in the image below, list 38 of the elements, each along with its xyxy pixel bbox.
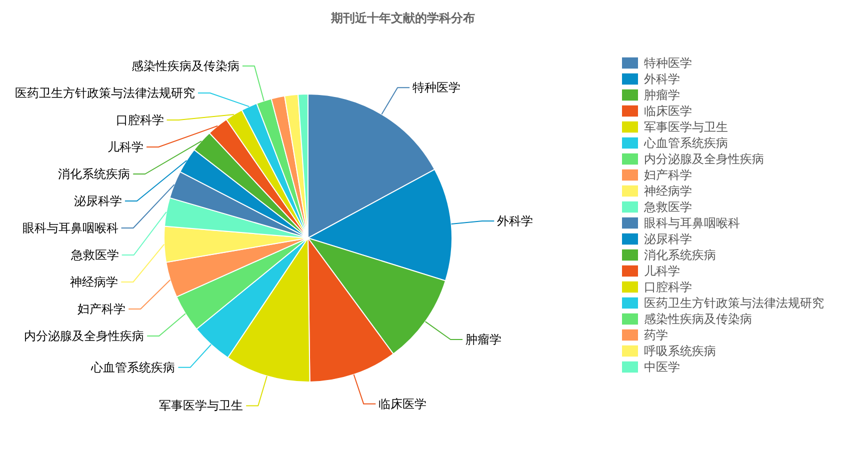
- legend-label: 感染性疾病及传染病: [644, 312, 752, 326]
- slice-label: 外科学: [497, 214, 534, 228]
- legend-label: 眼科与耳鼻咽喉科: [644, 216, 740, 230]
- slice-label: 特种医学: [412, 80, 461, 95]
- legend-label: 临床医学: [644, 104, 692, 118]
- slice-label: 消化系统疾病: [58, 167, 130, 181]
- slice-label: 妇产科学: [78, 302, 126, 316]
- legend-label: 口腔科学: [644, 280, 692, 294]
- chart-title: 期刊近十年文献的学科分布: [330, 11, 475, 25]
- legend-label: 呼吸系统疾病: [644, 344, 716, 358]
- legend-label: 内分泌腺及全身性疾病: [644, 152, 764, 166]
- legend-label: 神经病学: [644, 184, 692, 198]
- slice-label: 肿瘤学: [466, 332, 502, 347]
- slice-label: 口腔科学: [116, 113, 164, 127]
- slice-label: 军事医学与卫生: [159, 398, 244, 413]
- slice-label: 眼科与耳鼻咽喉科: [22, 221, 118, 235]
- legend-label: 中医学: [644, 360, 680, 374]
- legend-label: 外科学: [644, 72, 680, 86]
- legend-label: 儿科学: [644, 264, 680, 278]
- slice-label: 临床医学: [378, 396, 427, 411]
- legend-label: 药学: [644, 328, 668, 342]
- slice-label: 心血管系统疾病: [90, 360, 176, 374]
- legend-label: 医药卫生方针政策与法律法规研究: [644, 296, 824, 310]
- slice-label: 急救医学: [70, 248, 119, 262]
- slice-label: 医药卫生方针政策与法律法规研究: [15, 86, 196, 100]
- legend-label: 急救医学: [643, 200, 692, 214]
- slice-label: 内分泌腺及全身性疾病: [24, 329, 144, 343]
- slice-label: 儿科学: [108, 140, 144, 154]
- legend-label: 心血管系统疾病: [643, 136, 728, 150]
- slice-label: 泌尿科学: [74, 194, 122, 208]
- slice-label: 感染性疾病及传染病: [131, 59, 240, 73]
- legend-label: 肿瘤学: [644, 88, 680, 102]
- legend-label: 消化系统疾病: [644, 248, 716, 262]
- legend-label: 特种医学: [644, 56, 692, 70]
- legend-label: 泌尿科学: [644, 232, 692, 246]
- legend-label: 妇产科学: [644, 168, 692, 182]
- legend-label: 军事医学与卫生: [644, 120, 728, 134]
- slice-label: 神经病学: [70, 275, 118, 289]
